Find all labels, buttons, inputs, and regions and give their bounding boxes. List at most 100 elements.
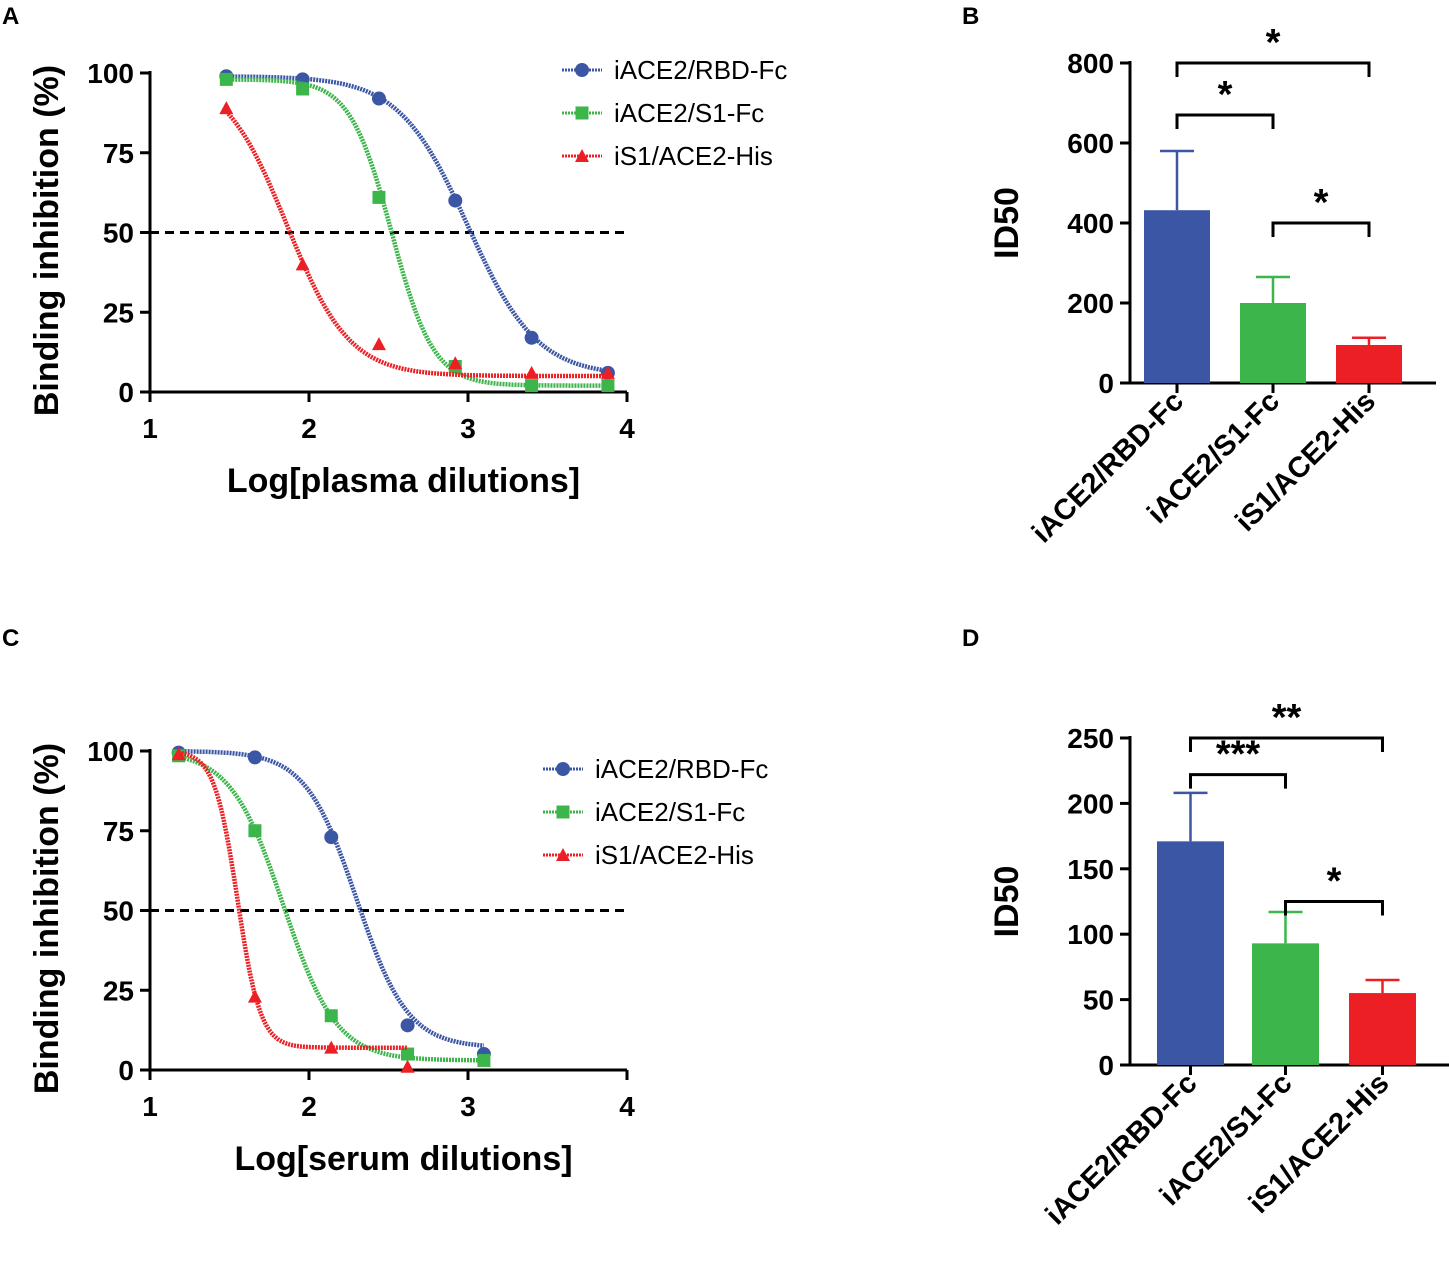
y-axis-title: Binding inhibition (%) [28,65,66,416]
data-point [324,1040,339,1054]
y-tick-label: 50 [1083,985,1114,1016]
bracket-line [1271,221,1371,237]
significance-label: * [1266,22,1281,64]
bracket-line [1189,773,1287,789]
y-tick-label: 200 [1067,288,1114,319]
legend-label: iACE2/S1-Fc [595,797,745,827]
y-tick-label: 25 [103,297,134,328]
fit-curve [178,749,485,1048]
data-point [324,1009,338,1023]
data-point [371,91,386,106]
legend-label: iS1/ACE2-His [614,141,773,171]
bar [1144,210,1210,383]
significance-bracket: *** [1189,734,1287,789]
data-point [371,337,386,351]
data-point [600,365,615,379]
bracket-line [1175,113,1275,129]
panel-b: B0200400600800ID50iACE2/RBD-FciACE2/S1-F… [962,3,1436,549]
bar [1240,303,1306,383]
y-axis-title: ID50 [988,866,1026,938]
y-tick-label: 800 [1067,48,1114,79]
bar [1336,345,1402,383]
data-point [219,101,234,115]
bracket-line [1284,900,1384,916]
x-tick-label: 1 [142,413,158,444]
x-tick-label: 2 [301,413,317,444]
legend-entry: iS1/ACE2-His [562,141,773,171]
y-tick-label: 200 [1067,788,1114,819]
bar [1157,841,1224,1065]
significance-label: * [1327,861,1342,903]
x-tick-label: 3 [460,413,476,444]
x-tick-label: 1 [142,1091,158,1122]
bracket-line [1175,61,1371,77]
data-point [400,1059,415,1073]
significance-bracket: * [1271,182,1371,237]
fit-curve [226,74,609,374]
x-tick-label: 2 [301,1091,317,1122]
x-axis-title: Log[serum dilutions] [234,1140,572,1178]
x-tick-label: 4 [619,1091,635,1122]
bar [1252,943,1319,1065]
series-iACE2/S1-Fc [219,72,615,393]
y-tick-label: 250 [1067,723,1114,754]
legend-circle-marker [575,63,589,77]
panel-a: A 0 25 50 75 100 1 2 3 4 Log[plasma dilutions] Bind… [2,3,787,500]
legend-entry: iACE2/RBD-Fc [562,55,787,85]
series-iACE2/RBD-Fc [219,69,615,380]
y-tick-label: 50 [103,896,134,927]
y-axis-title: ID50 [988,187,1026,259]
data-point [448,356,463,370]
y-tick-label: 600 [1067,128,1114,159]
legend-label: iACE2/RBD-Fc [595,754,768,784]
legend-label: iACE2/S1-Fc [614,98,764,128]
x-tick-label: 4 [619,413,635,444]
legend-circle-marker [556,762,570,776]
panel-label: D [962,625,979,652]
significance-label: * [1314,182,1329,224]
data-point [248,824,262,838]
panel-c: C 0 25 50 75 100 1 2 3 4 Log[serum dilutions] Bindi… [2,625,768,1178]
legend-entry: iACE2/S1-Fc [543,797,745,827]
y-tick-label: 0 [1098,1050,1114,1081]
y-tick-label: 0 [118,1055,134,1086]
y-tick-label: 100 [87,736,134,767]
y-tick-label: 400 [1067,208,1114,239]
bar [1349,993,1416,1065]
legend-entry: iS1/ACE2-His [543,840,754,870]
data-point [295,257,310,271]
data-point [525,379,539,393]
data-point [524,365,539,379]
panel-label: A [2,3,19,30]
significance-label: *** [1216,734,1261,776]
data-point [448,193,463,208]
y-tick-label: 75 [103,138,134,169]
legend-square-marker [575,106,589,120]
significance-bracket: * [1284,861,1384,916]
series-iS1/ACE2-His [171,747,415,1073]
data-point [400,1018,415,1033]
data-point [324,830,339,845]
data-point [372,190,386,204]
significance-label: * [1218,74,1233,116]
legend-triangle-marker [556,848,570,861]
panel-d: D050100150200250ID50iACE2/RBD-FciACE2/S1… [962,625,1449,1231]
legend-square-marker [556,805,570,819]
legend-label: iACE2/RBD-Fc [614,55,787,85]
data-point [524,330,539,345]
y-tick-label: 100 [87,58,134,89]
fit-curve [224,110,608,379]
legend-label: iS1/ACE2-His [595,840,754,870]
fit-curve [178,750,408,1050]
data-point [247,989,262,1003]
significance-bracket: * [1175,22,1371,77]
data-point [247,750,262,765]
y-tick-label: 75 [103,816,134,847]
y-tick-label: 0 [118,377,134,408]
data-point [171,747,186,761]
y-tick-label: 50 [103,218,134,249]
legend-triangle-marker [575,149,589,162]
fit-curve [226,77,608,388]
y-tick-label: 150 [1067,854,1114,885]
